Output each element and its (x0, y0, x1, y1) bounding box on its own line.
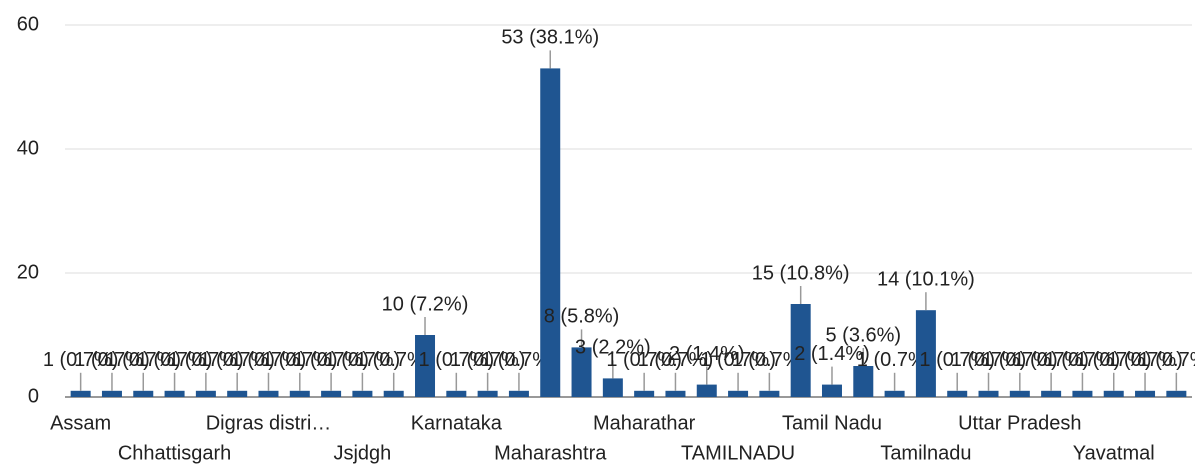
value-label: 15 (10.8%) (752, 262, 850, 284)
x-tick-label: Assam (50, 412, 111, 434)
value-label: 1 (0.7%) (1139, 349, 1195, 371)
value-label: 1 (0.7%) (1107, 349, 1183, 371)
bar (728, 390, 749, 397)
bar (352, 390, 373, 397)
value-label: 1 (0.7%) (262, 349, 338, 371)
value-label: 8 (5.8%) (544, 306, 620, 328)
x-tick-label: Chhattisgarh (118, 442, 231, 464)
bar (508, 390, 529, 397)
bar (477, 390, 498, 397)
bar (790, 304, 811, 397)
bar (133, 390, 154, 397)
x-tick-label: TAMILNADU (681, 442, 795, 464)
bar (1135, 390, 1156, 397)
value-label: 1 (0.7%) (1013, 349, 1089, 371)
value-label: 1 (0.7%) (481, 349, 557, 371)
bar (915, 310, 936, 397)
value-label: 2 (1.4%) (794, 343, 870, 365)
bar (321, 390, 342, 397)
bar (1009, 390, 1030, 397)
bar (978, 390, 999, 397)
x-tick-label: Jsjdgh (333, 442, 391, 464)
bar (665, 390, 686, 397)
x-tick-label: Digras distri… (206, 412, 332, 434)
bar (540, 68, 561, 398)
value-label: 1 (0.7%) (199, 349, 275, 371)
value-label: 1 (0.7%) (638, 349, 714, 371)
bar (947, 390, 968, 397)
value-label: 5 (3.6%) (825, 324, 901, 346)
value-label: 1 (0.7%) (606, 349, 682, 371)
y-tick-label: 60 (17, 13, 39, 35)
value-label: 1 (0.7%) (43, 349, 119, 371)
bar (101, 390, 122, 397)
value-label: 10 (7.2%) (382, 293, 469, 315)
value-label: 1 (0.7%) (857, 349, 933, 371)
bar (258, 390, 279, 397)
bar (571, 347, 592, 397)
bar (415, 335, 436, 397)
value-label: 1 (0.7%) (74, 349, 150, 371)
x-tick-label: Karnataka (411, 412, 503, 434)
value-label: 14 (10.1%) (877, 268, 975, 290)
bar (696, 384, 717, 397)
value-label: 1 (0.7%) (231, 349, 307, 371)
value-label: 1 (0.7%) (732, 349, 808, 371)
bar (164, 390, 185, 397)
value-label: 1 (0.7%) (982, 349, 1058, 371)
value-label: 1 (0.7%) (293, 349, 369, 371)
value-label: 1 (0.7%) (700, 349, 776, 371)
value-label: 1 (0.7%) (356, 349, 432, 371)
bar (1103, 390, 1124, 397)
bar (1166, 390, 1187, 397)
value-label: 2 (1.4%) (669, 343, 745, 365)
value-label: 1 (0.7%) (419, 349, 495, 371)
bar (227, 390, 248, 397)
bar (602, 378, 623, 397)
value-label: 1 (0.7%) (105, 349, 181, 371)
value-label: 1 (0.7%) (325, 349, 401, 371)
value-label: 1 (0.7%) (919, 349, 995, 371)
bar (195, 390, 216, 397)
bar (759, 390, 780, 397)
x-tick-label: Maharathar (593, 412, 696, 434)
bar (853, 366, 874, 397)
x-tick-label: Maharashtra (494, 442, 607, 464)
bar (821, 384, 842, 397)
bar (383, 390, 404, 397)
value-label: 53 (38.1%) (501, 27, 599, 49)
value-label: 1 (0.7%) (1076, 349, 1152, 371)
bar (884, 390, 905, 397)
value-label: 1 (0.7%) (1045, 349, 1121, 371)
bar (634, 390, 655, 397)
x-tick-label: Tamilnadu (880, 442, 971, 464)
bar (70, 390, 91, 397)
bar (446, 390, 467, 397)
bar (289, 390, 310, 397)
value-label: 1 (0.7%) (168, 349, 244, 371)
y-tick-label: 0 (28, 385, 39, 407)
value-label: 3 (2.2%) (575, 337, 651, 359)
value-label: 1 (0.7%) (951, 349, 1027, 371)
bar (1041, 390, 1062, 397)
x-tick-label: Tamil Nadu (782, 412, 882, 434)
x-tick-label: Yavatmal (1073, 442, 1155, 464)
y-tick-label: 40 (17, 137, 39, 159)
bar (1072, 390, 1093, 397)
value-label: 1 (0.7%) (450, 349, 526, 371)
y-tick-label: 20 (17, 261, 39, 283)
value-label: 1 (0.7%) (137, 349, 213, 371)
x-tick-label: Uttar Pradesh (958, 412, 1081, 434)
